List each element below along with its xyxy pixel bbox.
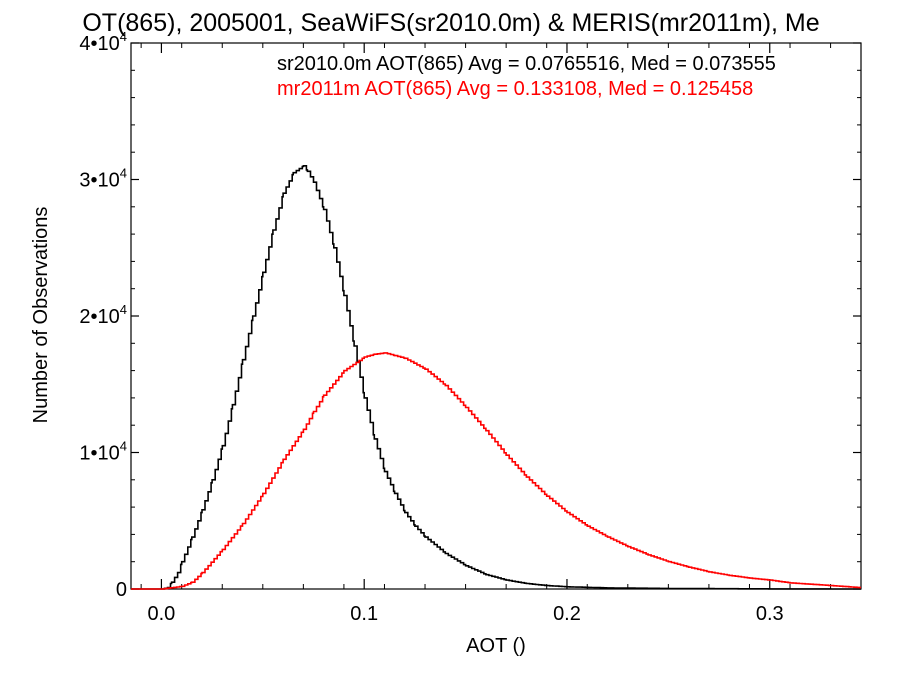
x-tick-label: 0.0 — [148, 603, 176, 625]
y-tick-label-exponent: 4 — [120, 166, 127, 181]
stats-annotation-1: mr2011m AOT(865) Avg = 0.133108, Med = 0… — [277, 78, 753, 100]
y-axis-label: Number of Observations — [30, 207, 52, 424]
x-tick-label: 0.1 — [350, 603, 378, 625]
y-tick-label-base: 2•10 — [79, 306, 119, 328]
y-tick-label-base: 4•10 — [79, 33, 119, 55]
y-tick-label-base: 3•10 — [79, 170, 119, 192]
x-axis-label: AOT () — [466, 635, 526, 657]
chart-title: OT(865), 2005001, SeaWiFS(sr2010.0m) & M… — [82, 9, 819, 37]
x-tick-label: 0.3 — [756, 603, 784, 625]
series-line-0 — [131, 165, 861, 590]
y-tick-label-base: 0 — [116, 579, 127, 601]
y-tick-label: 0 — [116, 579, 127, 601]
stats-annotation-0: sr2010.0m AOT(865) Avg = 0.0765516, Med … — [277, 53, 776, 75]
plot-frame — [130, 42, 862, 590]
y-tick-label-exponent: 4 — [120, 439, 127, 454]
y-tick-label-exponent: 4 — [120, 29, 127, 44]
y-tick-label: 2•104 — [79, 302, 127, 328]
x-tick-label: 0.2 — [553, 603, 581, 625]
y-tick-label-base: 1•10 — [79, 443, 119, 465]
y-tick-label-exponent: 4 — [120, 302, 127, 317]
y-tick-label: 1•104 — [79, 439, 127, 465]
y-tick-label: 4•104 — [79, 29, 127, 55]
series-line-1 — [131, 352, 861, 590]
y-tick-label: 3•104 — [79, 166, 127, 192]
x-axis: 0.0 0.1 0.2 0.3 — [140, 43, 832, 625]
